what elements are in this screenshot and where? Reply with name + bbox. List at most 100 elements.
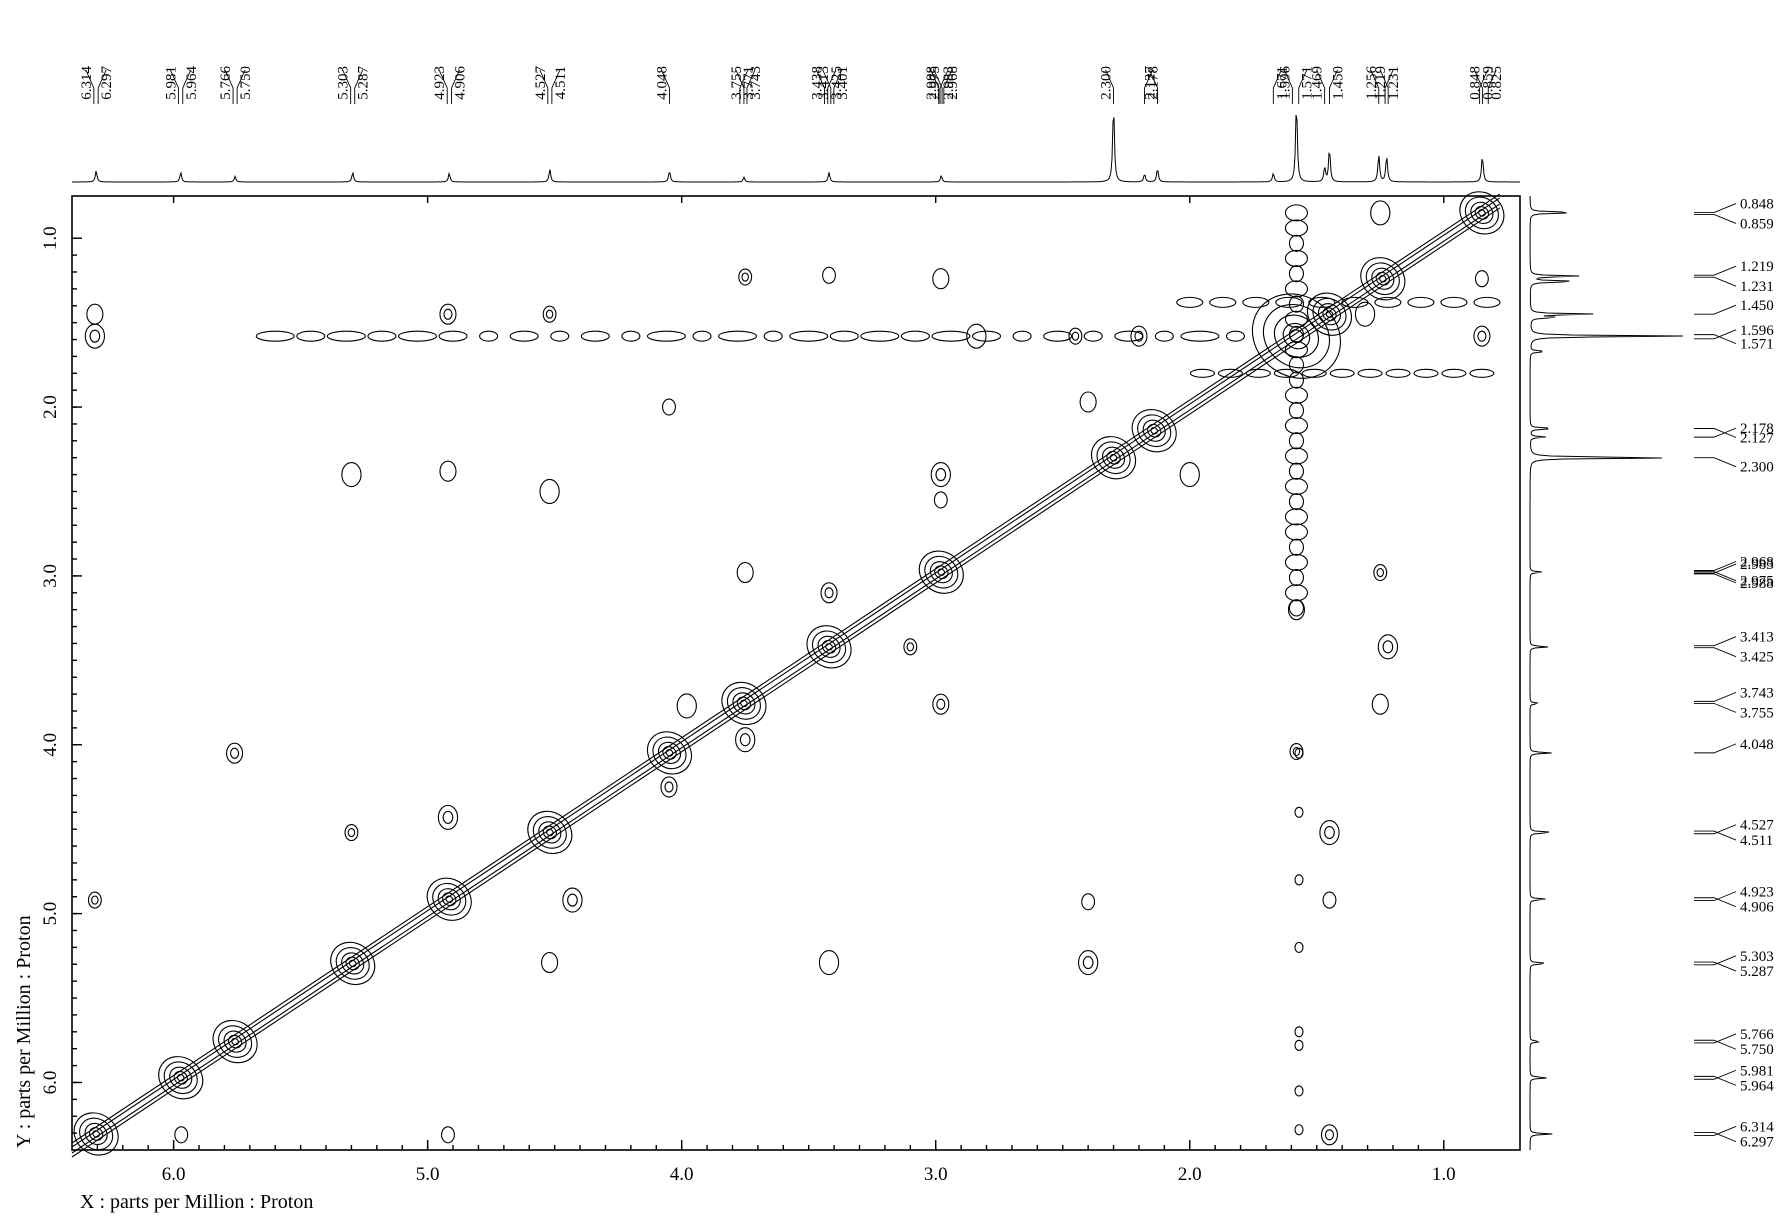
top-peak-leader [746,69,756,104]
cross-peak-contour [818,950,840,976]
right-peak-leader [1694,647,1737,658]
y-tick-label: 2.0 [40,395,61,419]
top-peak-leader [1479,69,1489,104]
vband-peak-contour [1284,477,1308,495]
diagonal-peak-contour [1147,423,1162,438]
band-peak-contour [296,330,326,342]
right-peak-label: 1.450 [1740,298,1774,314]
right-peak-leader [1694,824,1737,835]
vband-peak-contour [1288,432,1304,450]
top-peak-leader [816,69,825,104]
diagonal-peak-contour [1262,303,1331,369]
cross-peak-contour [932,268,950,290]
cross-peak-contour-inner [91,895,99,905]
diagonal-peak-contour [330,941,376,986]
cross-peak-contour-inner [442,810,454,824]
band-peak-contour [1176,296,1204,308]
right-peak-leader [1694,891,1737,902]
right-peak-leader [1694,702,1737,713]
band-peak-contour [1242,296,1270,308]
vband-peak-contour [1284,249,1308,268]
right-peak-leader [1694,304,1737,315]
right-peak-label: 1.219 [1740,259,1774,275]
vband-peak-contour [1294,1026,1304,1038]
diagonal-peak-contour [1106,450,1121,465]
diagonal-peak-contour [348,959,357,968]
top-peak-label: 5.303 [336,66,352,100]
diagonal-peak-contour [227,1034,243,1049]
cross-peak-contour [84,323,106,349]
top-peak-leader [182,69,192,104]
vband-peak-contour [1288,401,1304,419]
diagonal-peak-contour [432,882,467,916]
right-peak-leader [1694,571,1737,582]
cross-peak-contour [1319,820,1340,846]
right-peak-label: 2.968 [1740,555,1774,571]
right-peak-label: 0.859 [1740,216,1774,232]
diagonal-peak-contour [163,1061,198,1095]
top-peak-leader [1298,69,1308,104]
top-peak-leader [833,69,843,104]
right-peak-label: 2.988 [1740,576,1774,592]
diagonal-peak-contour [1273,314,1320,358]
vband-peak-contour [1288,599,1304,617]
band-peak-contour [646,330,686,342]
top-peak-leader [224,69,234,104]
right-peak-leader [1694,213,1737,224]
y-tick-label: 3.0 [40,564,61,588]
diagonal-peak-contour [1137,414,1172,448]
diagonal-peak-contour [1109,454,1118,462]
x-tick-label: 4.0 [670,1164,694,1185]
diagonal-peak-contour [169,1066,193,1089]
cross-peak-contour [903,638,918,656]
top-peak-leader [1149,69,1158,104]
vband-peak-contour [1288,462,1304,480]
top-peak-label: 3.771 [741,66,757,100]
diagonal-peak-contour [1378,275,1387,283]
band-peak-contour [1407,296,1435,308]
top-peak-label: 2.975 [927,66,943,100]
diagonal-peak-contour [176,1074,185,1082]
top-peak-leader [1384,69,1394,104]
axis-ticks: 6.0 5.0 4.0 3.0 2.0 1.0 1.0 2.0 3.0 4.0 5.0 6.0 [40,196,1456,1185]
diagonal-peak-contour [1474,206,1490,220]
top-peak-label: 3.743 [748,66,764,100]
diagonal-peak-contour [79,1117,114,1151]
diagonal-ridge-line [71,197,1500,1148]
right-peak-label: 2.975 [1740,574,1774,590]
right-peak-leaders [1694,203,1737,1143]
right-peak-label: 3.425 [1740,650,1774,666]
diagonal-peak-contour [1101,446,1126,469]
diagonal-peak-contour [1365,262,1400,296]
right-peak-leader [1694,636,1737,647]
diagonal-peak-contour [1371,267,1395,290]
cross-peak-contour-inner [1324,1129,1335,1141]
top-peak-label: 2.300 [1099,66,1115,100]
top-peak-label: 2.983 [941,66,957,100]
right-peak-label: 2.300 [1740,460,1774,476]
right-peak-leader [1694,334,1737,345]
diagonal-peak-contour [84,1122,108,1146]
band-peak-contour [1043,330,1073,342]
cross-peak-contour [738,268,753,286]
right-peak-label: 3.755 [1740,705,1774,721]
cross-peak-contour-inner [1071,331,1080,341]
top-peak-label: 4.906 [453,66,469,100]
top-peak-label: 1.469 [1310,66,1326,100]
diagonal-peak-contour [92,1130,100,1138]
band-peak-contour [1308,296,1336,308]
cross-peak-contour [820,582,838,604]
band-peak-contour [1012,330,1032,342]
top-peak-label: 0.825 [1489,66,1505,100]
diagonal-peak-contour [223,1030,247,1053]
cross-peak-contour-inner [1382,640,1394,654]
right-peak-leader [1694,203,1737,213]
right-peak-label: 1.571 [1740,337,1774,353]
cross-peak-contour [542,305,557,323]
diagonal-peak-contour [335,947,370,980]
cross-peak-contour-inner [936,698,946,710]
diagonal-peak-contour [924,555,959,589]
right-peak-label: 0.848 [1740,197,1774,213]
diagonal-peak-contour [1306,292,1353,336]
